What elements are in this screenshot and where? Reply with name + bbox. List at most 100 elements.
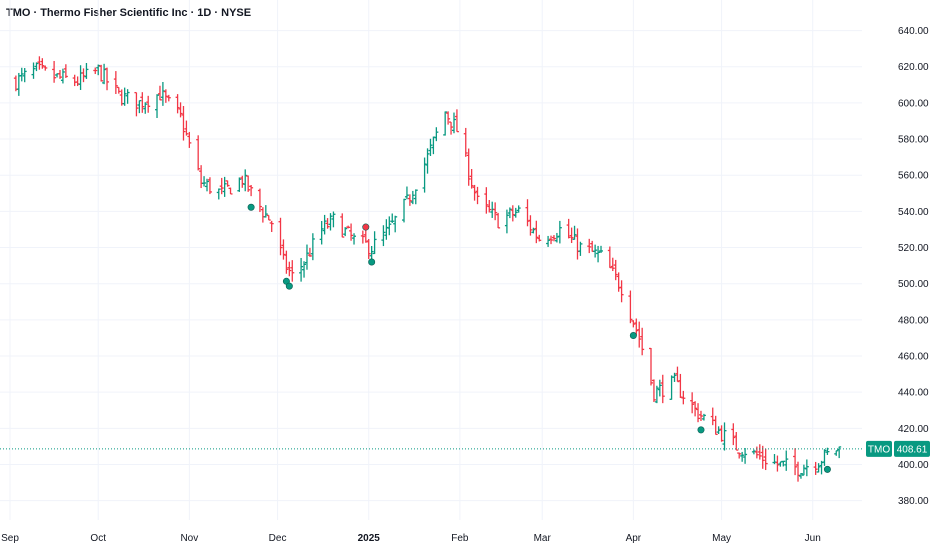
ohlc-bar: [443, 111, 448, 136]
y-tick-label: 560.00: [898, 171, 929, 182]
ohlc-bar: [719, 425, 724, 442]
ohlc-bar: [243, 169, 248, 192]
ohlc-bar: [137, 100, 142, 114]
ohlc-bar: [516, 205, 521, 213]
y-tick-label: 420.00: [898, 424, 929, 435]
ohlc-bar: [343, 227, 348, 237]
x-tick-label: Sep: [1, 533, 19, 544]
ohlc-bar: [155, 94, 160, 118]
ohlc-bar: [346, 225, 351, 229]
x-axis: Sep Oct Nov Dec 2025 Feb Mar Apr May Jun: [1, 533, 821, 544]
ohlc-bar: [496, 212, 501, 229]
ohlc-bar: [651, 379, 656, 403]
tag-symbol: TMO: [868, 444, 890, 455]
ohlc-bar: [196, 135, 201, 171]
ohlc-bar: [57, 69, 62, 79]
event-marker[interactable]: [362, 223, 370, 231]
ohlc-bar: [304, 244, 309, 270]
ohlc-bar: [157, 85, 162, 101]
ohlc-bar: [816, 463, 821, 473]
ohlc-bar: [181, 105, 186, 141]
y-tick-label: 600.00: [898, 98, 929, 109]
ohlc-bar: [328, 213, 333, 231]
ohlc-bar: [287, 261, 292, 277]
ohlc-bar: [590, 240, 595, 253]
ohlc-bar: [260, 207, 265, 223]
ohlc-bar: [504, 209, 509, 234]
ohlc-bar: [372, 231, 377, 255]
ohlc-bar: [696, 403, 701, 423]
ohlc-bar: [678, 373, 683, 398]
ohlc-bar: [731, 423, 736, 446]
ohlc-bar: [246, 175, 251, 192]
ohlc-bar: [834, 450, 839, 456]
ohlc-bar: [784, 450, 789, 471]
ohlc-bar: [428, 138, 433, 156]
ohlc-bar: [63, 64, 68, 78]
ohlc-bar: [572, 225, 577, 240]
ohlc-bar: [713, 415, 718, 436]
ohlc-bar: [299, 257, 304, 282]
ohlc-bar: [202, 176, 207, 187]
ohlc-bar: [43, 65, 48, 71]
y-tick-label: 580.00: [898, 135, 929, 146]
ohlc-bar: [434, 127, 439, 142]
event-marker[interactable]: [247, 203, 255, 211]
ohlc-bar: [566, 218, 571, 239]
ohlc-bar: [16, 72, 21, 96]
ohlc-bar: [593, 244, 598, 258]
ohlc-bar: [587, 238, 592, 254]
y-tick-label: 380.00: [898, 496, 929, 507]
y-tick-label: 540.00: [898, 207, 929, 218]
ohlc-bar: [575, 228, 580, 260]
y-tick-label: 620.00: [898, 62, 929, 73]
ohlc-bar: [60, 68, 65, 84]
ohlc-bar: [116, 86, 121, 94]
x-tick-label: Apr: [626, 533, 642, 544]
ohlc-bar: [449, 121, 454, 135]
ohlc-bar: [648, 347, 653, 386]
ohlc-bar: [207, 177, 212, 195]
ohlc-bar: [78, 65, 83, 90]
y-tick-label: 460.00: [898, 352, 929, 363]
ohlc-bar: [484, 187, 489, 214]
ohlc-bar: [143, 102, 148, 114]
event-marker[interactable]: [368, 258, 376, 266]
ohlc-bar: [657, 379, 662, 397]
ohlc-bar: [340, 213, 345, 238]
ohlc-bar: [640, 327, 645, 356]
ohlc-bar: [281, 239, 286, 260]
ohlc-bar: [631, 320, 636, 328]
ohlc-bar: [178, 102, 183, 118]
ohlc-bar: [751, 449, 756, 455]
event-marker[interactable]: [629, 332, 637, 340]
ohlc-bar: [34, 62, 39, 72]
ohlc-bar: [660, 374, 665, 404]
ohlc-bar: [525, 199, 530, 227]
ohlc-bar: [710, 407, 715, 426]
ohlc-bar: [52, 60, 57, 83]
ohlc-bar: [822, 449, 827, 466]
ohlc-bar: [693, 401, 698, 417]
ohlc-bar: [551, 235, 556, 242]
ohlc-bar: [134, 91, 139, 117]
ohlc-bar: [610, 257, 615, 272]
ohlc-bar: [166, 94, 171, 102]
ohlc-bar: [413, 189, 418, 205]
event-marker[interactable]: [697, 426, 705, 434]
ohlc-bar: [257, 188, 262, 213]
ohlc-bar: [507, 207, 512, 219]
event-marker[interactable]: [823, 465, 831, 473]
ohlc-bar: [349, 223, 354, 241]
ohlc-bar: [404, 186, 409, 200]
ohlc-bar: [637, 321, 642, 348]
ohlc-bar: [93, 67, 98, 75]
ohlc-bar: [634, 318, 639, 336]
ohlc-bar: [269, 220, 274, 232]
ohlc-bar: [19, 67, 24, 82]
ohlc-bar: [228, 187, 233, 195]
ohlc-bar: [263, 205, 268, 218]
event-marker[interactable]: [285, 282, 293, 290]
ohlc-bar: [537, 234, 542, 242]
